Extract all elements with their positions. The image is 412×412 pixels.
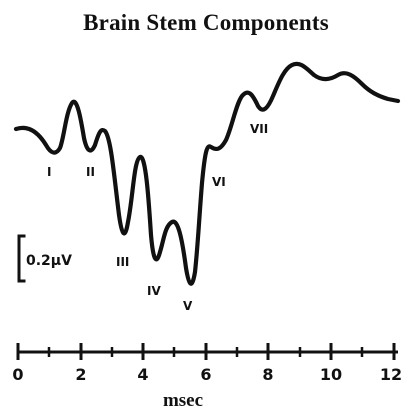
peak-label-ii: II bbox=[86, 165, 95, 179]
peak-label-vi: VI bbox=[212, 175, 226, 189]
tick-label-12: 12 bbox=[380, 365, 402, 384]
tick-label-10: 10 bbox=[320, 365, 342, 384]
peak-labels: I II III IV V VI VII bbox=[47, 122, 268, 313]
peak-label-vii: VII bbox=[250, 122, 268, 136]
tick-label-8: 8 bbox=[262, 365, 273, 384]
scale-bar-bracket bbox=[17, 234, 26, 283]
tick-label-4: 4 bbox=[137, 365, 148, 384]
time-axis-label: msec bbox=[163, 390, 203, 411]
peak-label-iv: IV bbox=[147, 284, 161, 298]
scale-bar-label: 0.2μV bbox=[26, 253, 72, 269]
brainstem-waveform-trace bbox=[13, 61, 401, 286]
amplitude-scale-bar: 0.2μV bbox=[17, 234, 72, 283]
tick-label-0: 0 bbox=[12, 365, 23, 384]
tick-label-6: 6 bbox=[200, 365, 211, 384]
peak-label-v: V bbox=[183, 299, 193, 313]
figure-title: Brain Stem Components bbox=[83, 10, 329, 35]
peak-label-i: I bbox=[47, 165, 51, 179]
time-axis: 0 2 4 6 8 10 12 msec bbox=[12, 343, 402, 411]
tick-label-2: 2 bbox=[75, 365, 86, 384]
peak-label-iii: III bbox=[116, 255, 129, 269]
